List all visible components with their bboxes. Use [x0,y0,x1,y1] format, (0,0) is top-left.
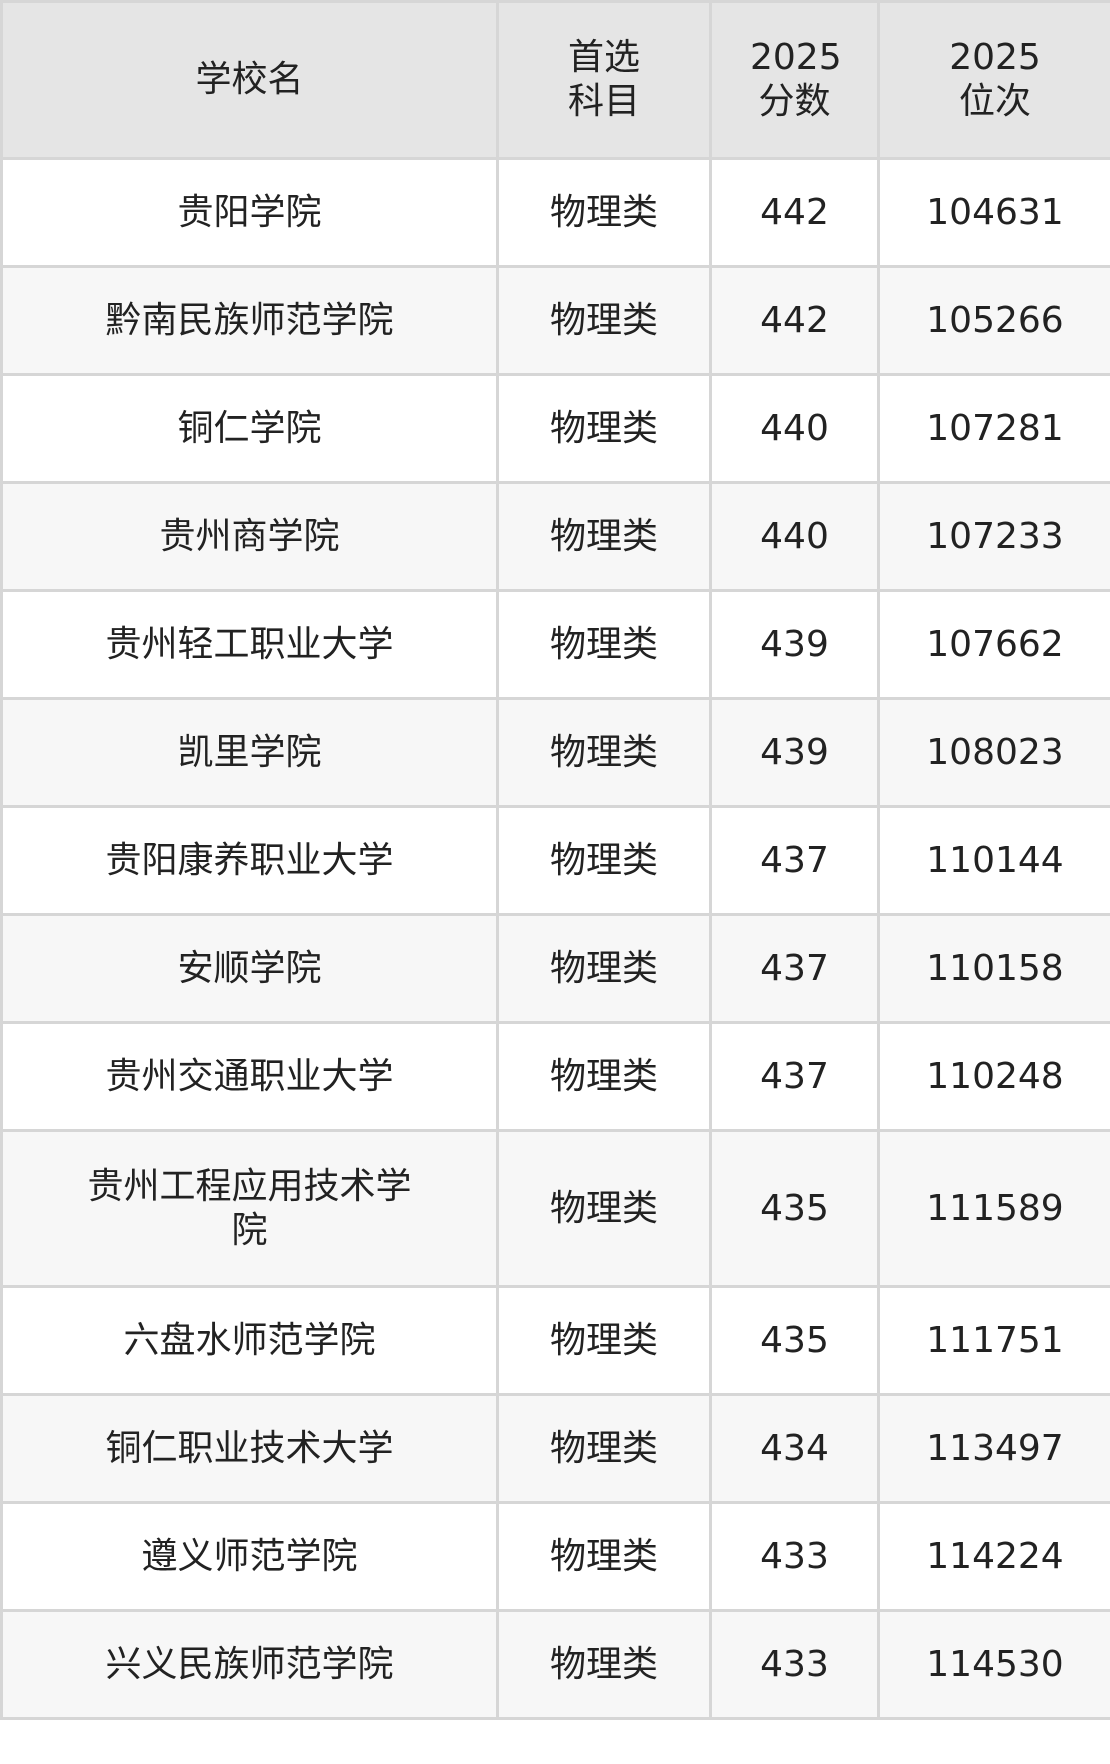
table-row: 安顺学院 物理类 437 110158 [0,913,1110,1024]
cell-subject: 物理类 [496,373,712,484]
cell-rank: 107281 [877,373,1110,484]
cell-subject: 物理类 [496,481,712,592]
cell-score: 439 [709,589,880,700]
cell-school: 贵州交通职业大学 [0,1021,499,1132]
cell-school: 铜仁学院 [0,373,499,484]
cell-school: 兴义民族师范学院 [0,1609,499,1720]
table-row: 凯里学院 物理类 439 108023 [0,697,1110,808]
cell-subject: 物理类 [496,1609,712,1720]
cell-rank: 108023 [877,697,1110,808]
cell-rank: 114530 [877,1609,1110,1720]
cell-rank: 104631 [877,157,1110,268]
cell-score: 437 [709,1021,880,1132]
cell-rank: 107662 [877,589,1110,700]
table-row: 遵义师范学院 物理类 433 114224 [0,1501,1110,1612]
header-subject: 首选科目 [496,0,712,160]
header-school: 学校名 [0,0,499,160]
cell-rank: 107233 [877,481,1110,592]
table-row: 贵阳学院 物理类 442 104631 [0,157,1110,268]
cell-score: 434 [709,1393,880,1504]
header-score: 2025分数 [709,0,880,160]
cell-rank: 113497 [877,1393,1110,1504]
cell-school: 贵州轻工职业大学 [0,589,499,700]
table-row: 贵州轻工职业大学 物理类 439 107662 [0,589,1110,700]
cell-school: 黔南民族师范学院 [0,265,499,376]
cell-rank: 111751 [877,1285,1110,1396]
header-row: 学校名 首选科目 2025分数 2025位次 [0,0,1110,160]
cell-school: 贵州工程应用技术学院 [0,1129,499,1288]
cell-school: 贵阳学院 [0,157,499,268]
cell-score: 442 [709,265,880,376]
cell-score: 435 [709,1129,880,1288]
table-row: 贵州交通职业大学 物理类 437 110248 [0,1021,1110,1132]
cell-subject: 物理类 [496,697,712,808]
cell-score: 435 [709,1285,880,1396]
cell-score: 440 [709,373,880,484]
cell-school: 铜仁职业技术大学 [0,1393,499,1504]
cell-rank: 110158 [877,913,1110,1024]
cell-subject: 物理类 [496,1021,712,1132]
cell-rank: 114224 [877,1501,1110,1612]
table-row: 黔南民族师范学院 物理类 442 105266 [0,265,1110,376]
cell-rank: 110144 [877,805,1110,916]
cell-score: 440 [709,481,880,592]
cell-subject: 物理类 [496,913,712,1024]
table-row: 贵州工程应用技术学院 物理类 435 111589 [0,1129,1110,1288]
table-row: 兴义民族师范学院 物理类 433 114530 [0,1609,1110,1720]
cell-rank: 110248 [877,1021,1110,1132]
cell-subject: 物理类 [496,1129,712,1288]
cell-subject: 物理类 [496,589,712,700]
table-row: 六盘水师范学院 物理类 435 111751 [0,1285,1110,1396]
table-row: 贵阳康养职业大学 物理类 437 110144 [0,805,1110,916]
cell-score: 433 [709,1609,880,1720]
cell-subject: 物理类 [496,265,712,376]
cell-score: 433 [709,1501,880,1612]
cell-score: 442 [709,157,880,268]
cell-score: 437 [709,805,880,916]
cell-school: 贵阳康养职业大学 [0,805,499,916]
cell-subject: 物理类 [496,1393,712,1504]
cell-school: 遵义师范学院 [0,1501,499,1612]
cell-rank: 105266 [877,265,1110,376]
cell-rank: 111589 [877,1129,1110,1288]
cell-school: 六盘水师范学院 [0,1285,499,1396]
cell-subject: 物理类 [496,805,712,916]
cell-subject: 物理类 [496,157,712,268]
cell-school: 凯里学院 [0,697,499,808]
header-rank: 2025位次 [877,0,1110,160]
table-row: 铜仁职业技术大学 物理类 434 113497 [0,1393,1110,1504]
table-row: 贵州商学院 物理类 440 107233 [0,481,1110,592]
score-table: 学校名 首选科目 2025分数 2025位次 贵阳学院 物理类 442 104631 黔… [0,0,1110,1720]
cell-subject: 物理类 [496,1501,712,1612]
cell-score: 439 [709,697,880,808]
cell-subject: 物理类 [496,1285,712,1396]
cell-score: 437 [709,913,880,1024]
cell-school: 贵州商学院 [0,481,499,592]
table-row: 铜仁学院 物理类 440 107281 [0,373,1110,484]
cell-school: 安顺学院 [0,913,499,1024]
